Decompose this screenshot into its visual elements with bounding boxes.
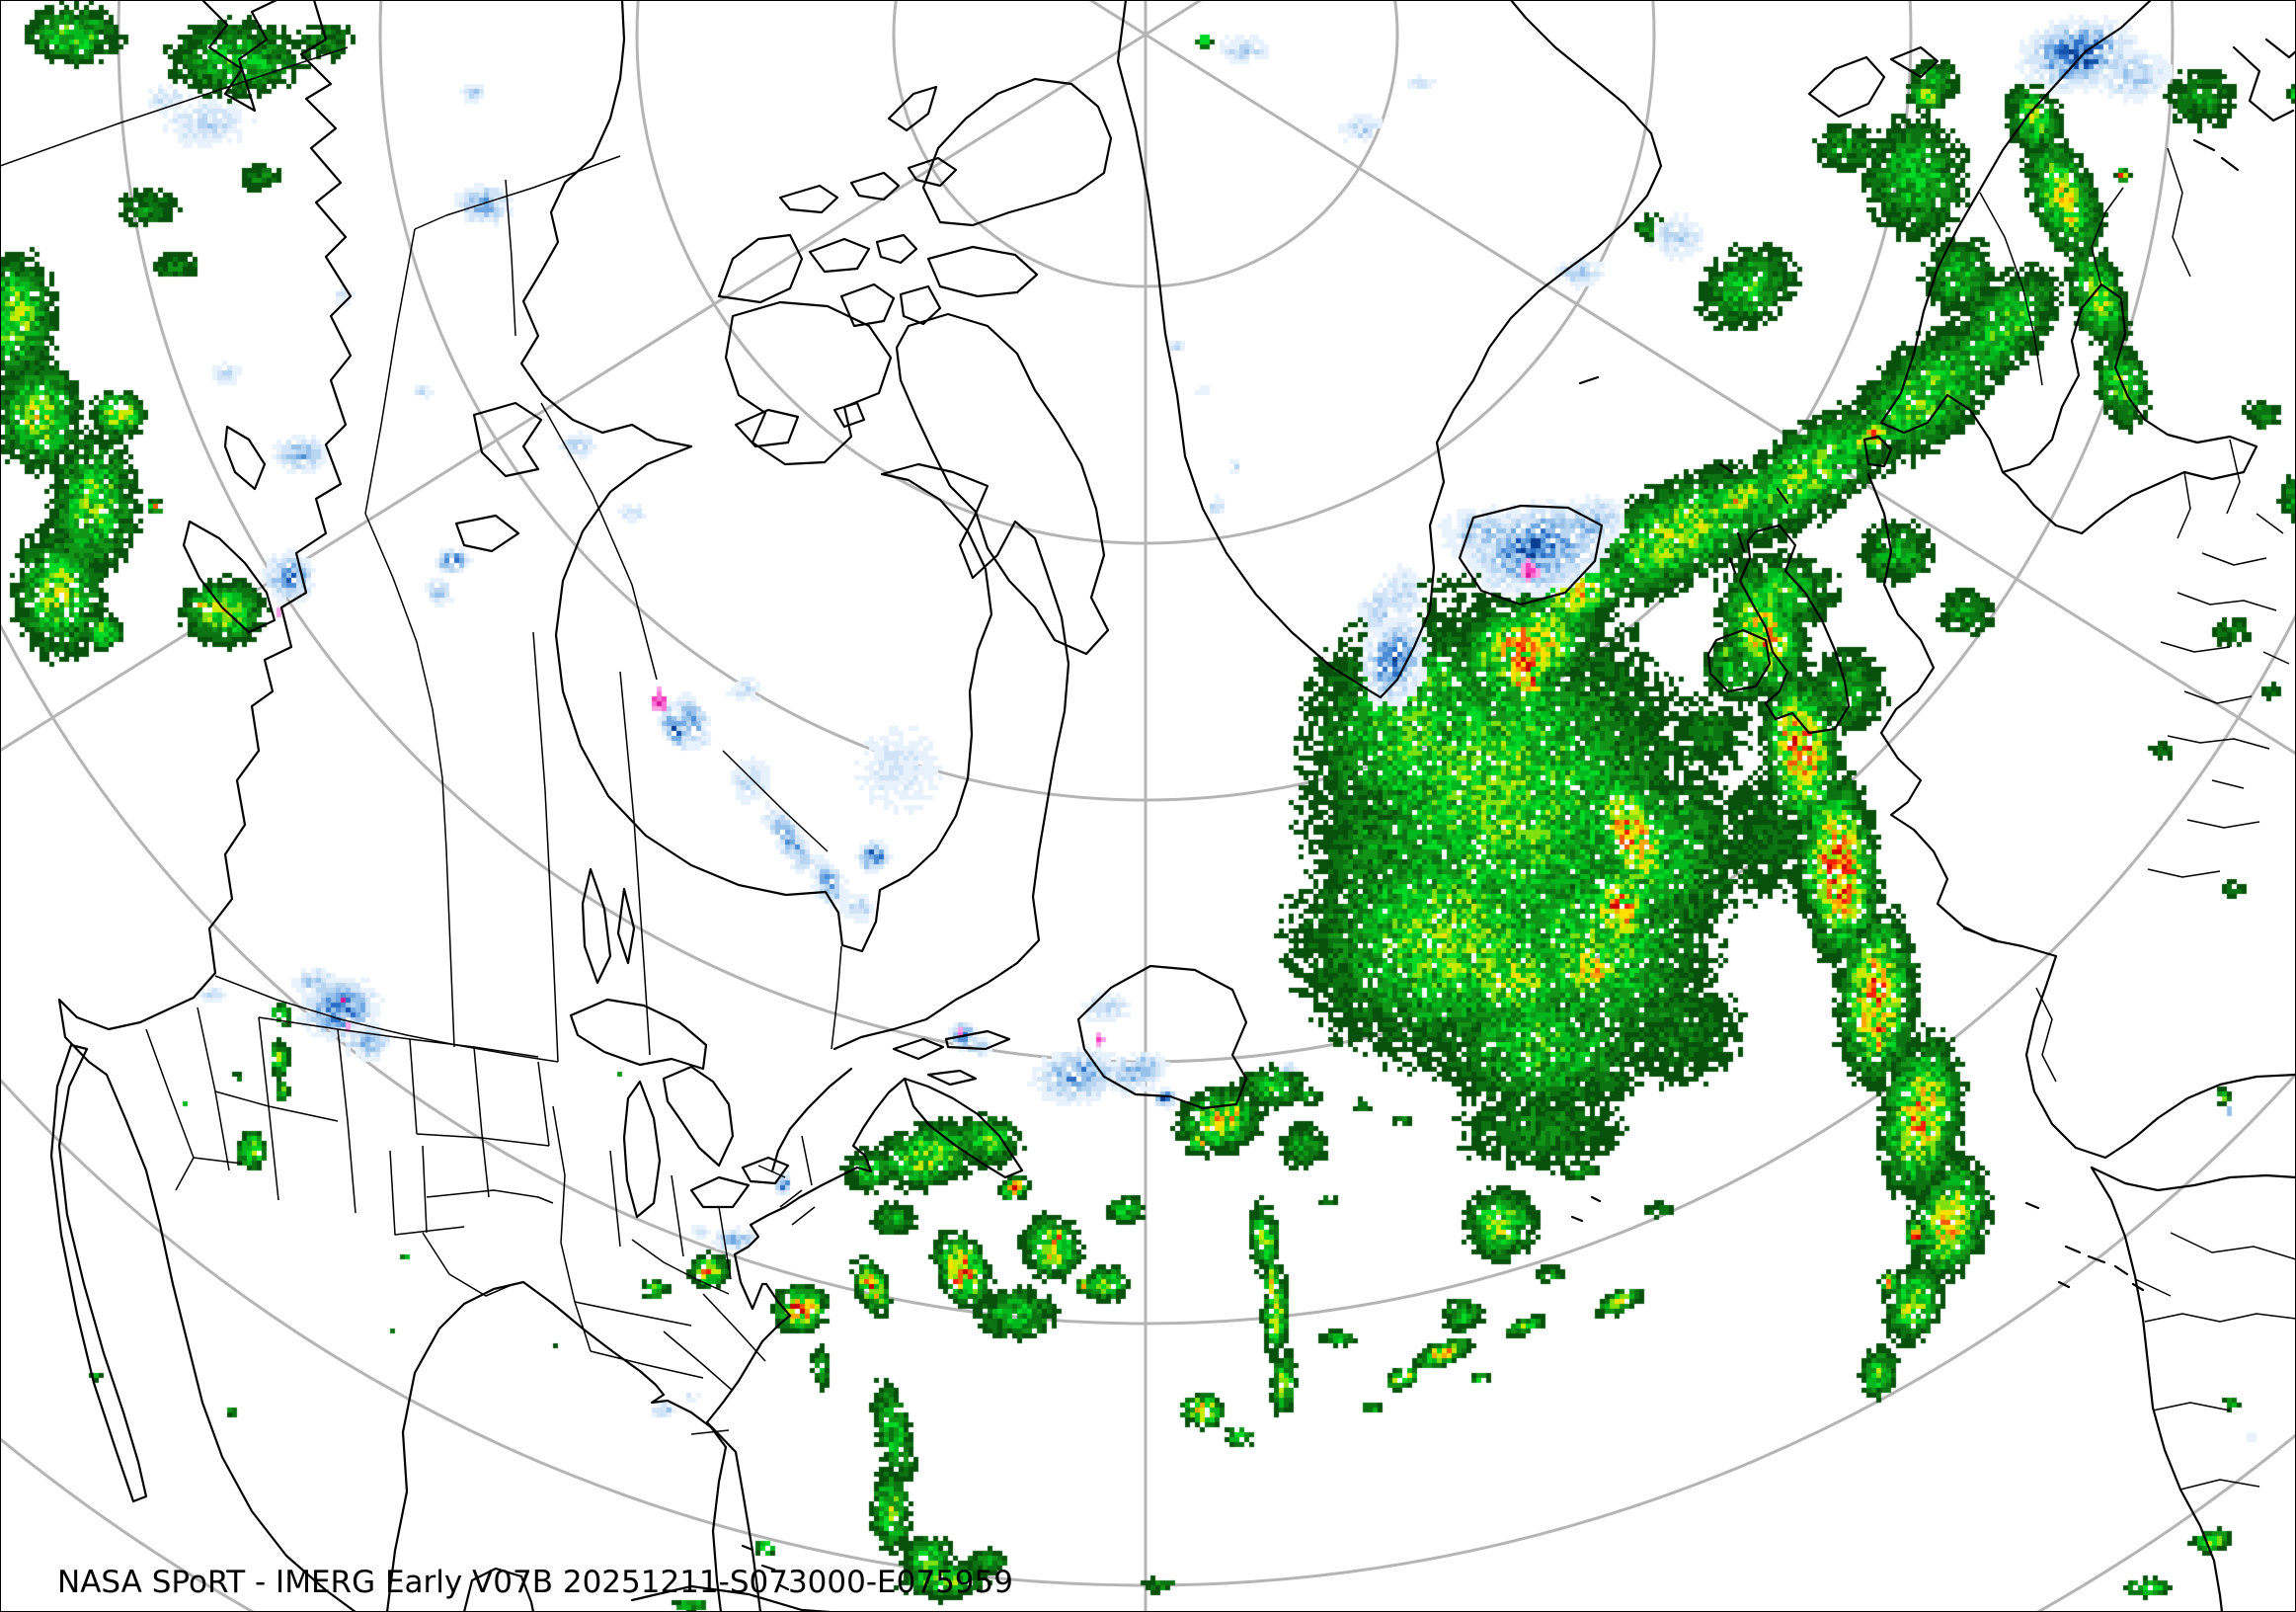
product-caption: NASA SPoRT - IMERG Early V07B 20251211-S… (57, 1565, 1013, 1600)
